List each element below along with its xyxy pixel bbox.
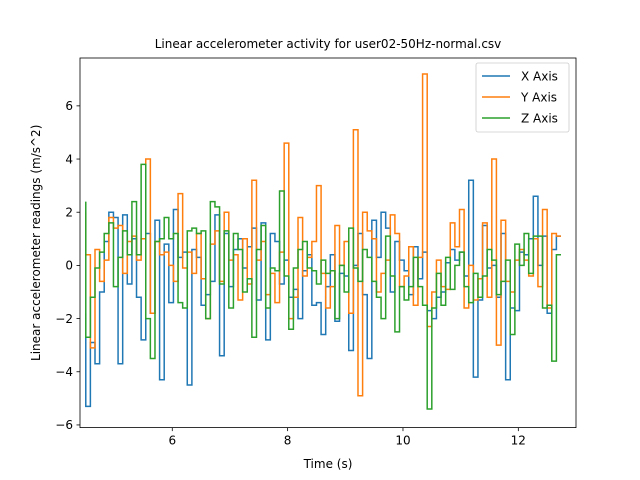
y-tick-label: 4 <box>65 152 73 166</box>
series-line-z-axis <box>85 163 561 410</box>
y-tick-label: −2 <box>55 312 73 326</box>
y-tick-label: 0 <box>65 259 73 273</box>
series-line-x-axis <box>85 179 561 408</box>
y-axis: −6 −4 −2 0 2 4 6 <box>55 99 80 432</box>
legend-label: Z Axis <box>521 111 558 125</box>
x-tick-label: 8 <box>284 434 292 448</box>
y-tick-label: −4 <box>55 365 73 379</box>
x-tick-label: 10 <box>395 434 410 448</box>
x-axis: 6 8 10 12 <box>168 427 526 448</box>
legend-label: X Axis <box>521 69 558 83</box>
y-tick-label: 2 <box>65 206 73 220</box>
y-tick-label: 6 <box>65 99 73 113</box>
y-axis-label: Linear accelerometer readings (m/s^2) <box>29 125 43 361</box>
legend-label: Y Axis <box>520 90 557 104</box>
y-tick-label: −6 <box>55 418 73 432</box>
series-layer <box>85 73 561 410</box>
legend-frame <box>475 62 570 133</box>
x-tick-label: 6 <box>168 434 176 448</box>
plot-frame <box>79 57 577 429</box>
x-axis-label: Time (s) <box>303 457 353 471</box>
legend: X Axis Y Axis Z Axis <box>475 62 570 133</box>
chart-title: Linear accelerometer activity for user02… <box>155 37 502 51</box>
x-tick-label: 12 <box>511 434 526 448</box>
